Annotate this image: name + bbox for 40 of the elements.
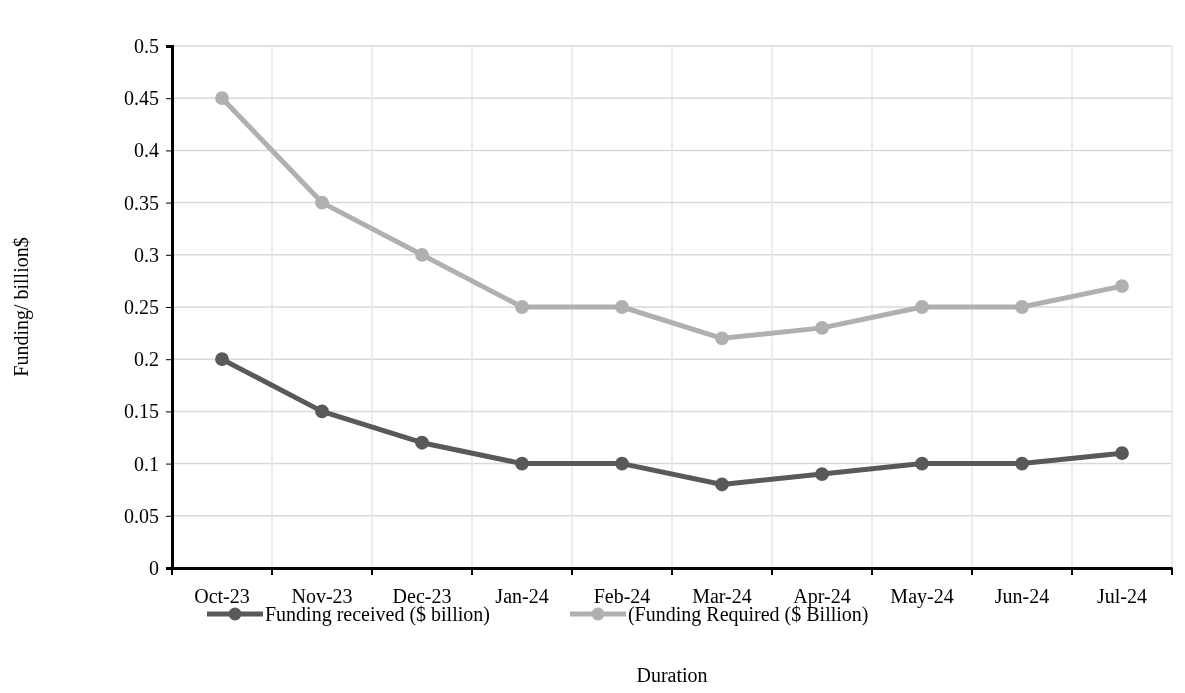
point — [815, 320, 829, 335]
point — [415, 247, 429, 262]
point — [215, 352, 229, 367]
point — [815, 467, 829, 481]
y-tick-label: 0.3 — [134, 243, 159, 266]
point — [915, 456, 929, 471]
y-tick-label: 0.05 — [124, 504, 159, 527]
point — [1015, 300, 1029, 314]
y-tick-label: 0.35 — [124, 191, 159, 214]
point — [715, 477, 729, 492]
x-tick-label: Jun-24 — [994, 585, 1050, 607]
y-tick-label: 0.25 — [124, 295, 159, 318]
y-tick-label: 0.1 — [134, 452, 159, 475]
point — [615, 300, 629, 314]
point — [1115, 446, 1129, 461]
x-tick-label: Mar-24 — [692, 585, 752, 607]
point — [515, 300, 529, 314]
point — [415, 435, 429, 450]
point — [615, 456, 629, 471]
x-axis-title: Duration — [636, 664, 708, 686]
point — [315, 195, 329, 210]
x-tick-label: Jan-24 — [495, 585, 549, 607]
point — [915, 300, 929, 314]
x-tick-label: Jul-24 — [1097, 585, 1147, 607]
y-tick-label: 0.4 — [134, 139, 159, 162]
x-tick-label: Oct-23 — [194, 585, 250, 607]
y-tick-label: 0.2 — [134, 348, 159, 371]
y-tick-label: 0.45 — [124, 87, 159, 110]
point — [1015, 456, 1029, 471]
point — [215, 91, 229, 106]
x-tick-label: Feb-24 — [593, 585, 651, 607]
y-tick-label: 0 — [149, 556, 159, 579]
point — [715, 331, 729, 346]
point — [1115, 279, 1129, 294]
y-axis-title: Funding/ billion$ — [10, 237, 33, 377]
point — [315, 404, 329, 419]
x-tick-label: May-24 — [890, 585, 954, 608]
point — [515, 456, 529, 471]
y-tick-label: 0.15 — [124, 400, 159, 423]
y-tick-label: 0.5 — [134, 34, 159, 57]
